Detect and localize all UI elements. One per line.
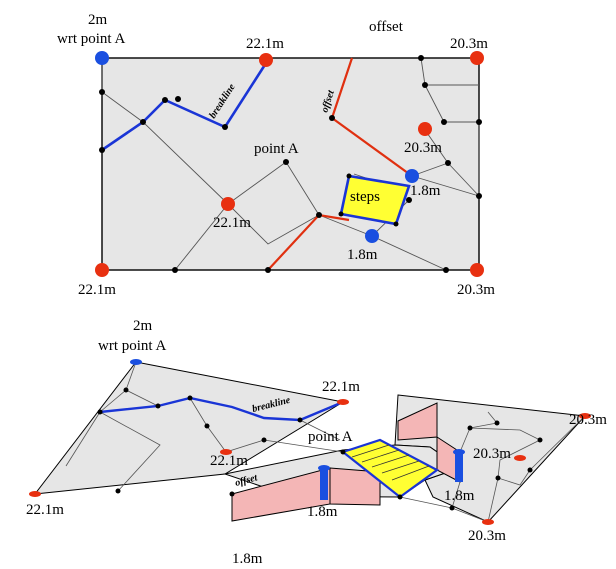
- iso-node-red-bottom-right: [482, 519, 494, 525]
- iso-pillar-left-top: [318, 465, 330, 471]
- plan-label-top-right: 20.3m: [450, 36, 488, 52]
- plan-label-wrt-point-a: wrt point A: [57, 31, 126, 47]
- plan-label-2m: 2m: [88, 12, 108, 28]
- plan-node-red-inner: [418, 122, 432, 136]
- plan-boundary: [101, 57, 480, 271]
- plan-view: 2m wrt point A 22.1m offset 20.3m 20.3m …: [57, 12, 495, 298]
- plan-node-blue-steps-right: [405, 169, 419, 183]
- iso-label-inner-right: 20.3m: [473, 446, 511, 462]
- plan-node-red-topmid: [259, 53, 273, 67]
- plan-node-red-bottomright: [470, 263, 484, 277]
- iso-node-red-top-mid: [337, 399, 349, 405]
- plan-label-mid-left: 22.1m: [213, 215, 251, 231]
- iso-label-2m: 2m: [133, 318, 153, 334]
- plan-label-point-a: point A: [254, 141, 299, 157]
- plan-node-blue-steps-bottom: [365, 229, 379, 243]
- iso-label-bottom: 1.8m: [232, 551, 263, 567]
- plan-label-inner-right: 20.3m: [404, 140, 442, 156]
- iso-step-lines: [351, 444, 430, 481]
- iso-node-red-mid: [220, 449, 232, 455]
- iso-label-pillar-left: 1.8m: [307, 504, 338, 520]
- iso-label-pillar-right: 1.8m: [444, 488, 475, 504]
- plan-label-steps-bottom: 1.8m: [347, 247, 378, 263]
- iso-label-far-right: 20.3m: [569, 412, 607, 428]
- plan-node-red-bottomleft: [95, 263, 109, 277]
- iso-node-blue-top: [130, 359, 142, 365]
- iso-node-red-inner: [514, 455, 526, 461]
- plan-node-red-mid: [221, 197, 235, 211]
- plan-label-offset: offset: [369, 19, 404, 35]
- iso-label-bottom-right: 20.3m: [468, 528, 506, 544]
- plan-label-steps-right: 1.8m: [410, 183, 441, 199]
- iso-label-point-a: point A: [308, 429, 353, 445]
- iso-wall-front-2: [329, 467, 381, 506]
- iso-label-wrt-point-a: wrt point A: [98, 338, 167, 354]
- plan-label-bottom-left: 22.1m: [78, 282, 116, 298]
- plan-label-top-mid: 22.1m: [246, 36, 284, 52]
- iso-pillar-right: [455, 452, 463, 482]
- iso-node-red-far-right: [579, 413, 591, 419]
- plan-black-nodes: [99, 55, 482, 273]
- iso-view: 2m wrt point A 22.1m 20.3m 20.3m point A…: [26, 318, 607, 567]
- iso-steps: [340, 438, 440, 499]
- iso-node-red-left: [29, 491, 41, 497]
- iso-label-left: 22.1m: [26, 502, 64, 518]
- plan-label-bottom-right: 20.3m: [457, 282, 495, 298]
- plan-node-red-topright: [470, 51, 484, 65]
- iso-pillar-left: [320, 468, 328, 500]
- iso-label-top-mid: 22.1m: [322, 379, 360, 395]
- plan-label-steps: steps: [350, 189, 380, 205]
- iso-pillar-right-top: [453, 449, 465, 455]
- plan-node-blue-topleft: [95, 51, 109, 65]
- iso-label-mid-left: 22.1m: [210, 453, 248, 469]
